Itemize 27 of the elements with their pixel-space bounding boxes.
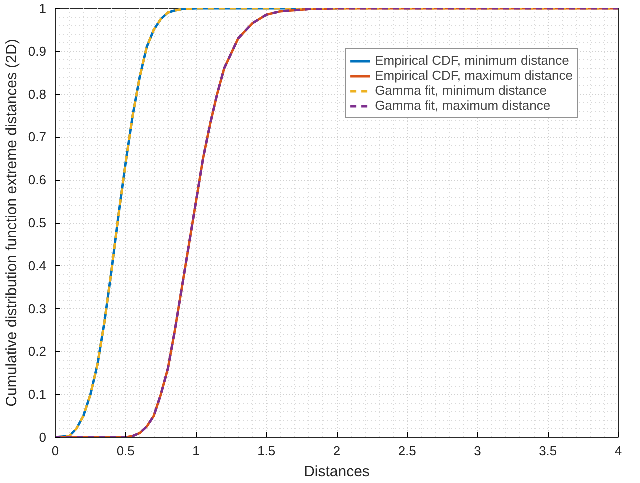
y-tick-label: 0.5 xyxy=(28,216,47,230)
x-tick-label: 2.5 xyxy=(398,444,416,458)
x-tick-label: 0.5 xyxy=(116,444,135,458)
legend-label: Empirical CDF, minimum distance xyxy=(375,53,570,68)
y-tick-label: 0.3 xyxy=(28,301,47,316)
y-tick-label: 0.7 xyxy=(28,130,47,145)
legend-label: Empirical CDF, maximum distance xyxy=(375,68,573,83)
y-tick-label: 0.4 xyxy=(28,258,47,274)
legend-label: Gamma fit, maximum distance xyxy=(375,98,551,113)
y-tick-label: 0.6 xyxy=(28,172,47,188)
x-tick-label: 3 xyxy=(474,444,482,458)
x-tick-label: 2 xyxy=(333,444,341,458)
x-tick-label: 1 xyxy=(192,444,200,458)
y-tick-label: 0.8 xyxy=(28,86,47,102)
line-series xyxy=(56,8,618,438)
x-tick-label: 4 xyxy=(614,444,622,458)
legend-label: Gamma fit, minimum distance xyxy=(375,83,547,98)
x-tick-label: 1.5 xyxy=(258,444,276,458)
x-axis-title: Distances xyxy=(304,464,370,480)
y-tick-label: 0.9 xyxy=(28,44,47,59)
x-tick-label: 3.5 xyxy=(539,444,558,458)
y-axis-title: Cumulative distribution function extreme distances (2D) xyxy=(3,39,20,407)
y-tick-label: 0 xyxy=(39,430,47,445)
x-tick-label: 0 xyxy=(52,444,60,458)
y-tick-label: 0.1 xyxy=(28,387,47,402)
y-tick-label: 0.2 xyxy=(28,344,47,360)
y-tick-label: 1 xyxy=(39,1,47,16)
